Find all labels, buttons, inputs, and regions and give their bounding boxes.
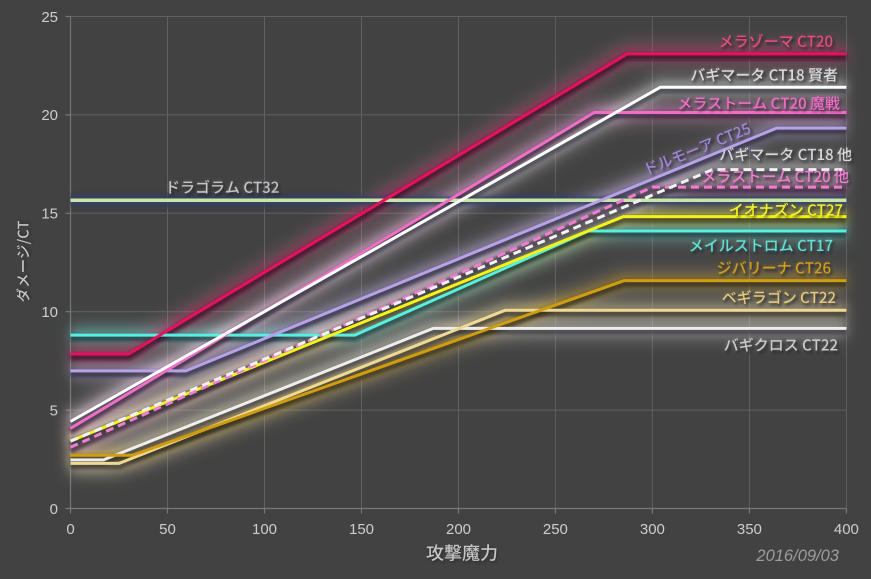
svg-text:2016/09/03: 2016/09/03	[755, 547, 839, 565]
svg-text:150: 150	[349, 521, 374, 538]
svg-text:50: 50	[159, 521, 176, 538]
svg-text:400: 400	[834, 521, 859, 538]
svg-text:25: 25	[41, 9, 58, 26]
svg-text:5: 5	[50, 402, 58, 419]
svg-text:10: 10	[41, 304, 58, 321]
svg-text:300: 300	[640, 521, 665, 538]
svg-text:100: 100	[252, 521, 277, 538]
svg-text:0: 0	[66, 521, 74, 538]
svg-text:250: 250	[543, 521, 568, 538]
svg-text:20: 20	[41, 107, 58, 124]
svg-text:200: 200	[446, 521, 471, 538]
svg-text:350: 350	[737, 521, 762, 538]
svg-text:0: 0	[50, 501, 58, 518]
svg-text:15: 15	[41, 206, 58, 223]
